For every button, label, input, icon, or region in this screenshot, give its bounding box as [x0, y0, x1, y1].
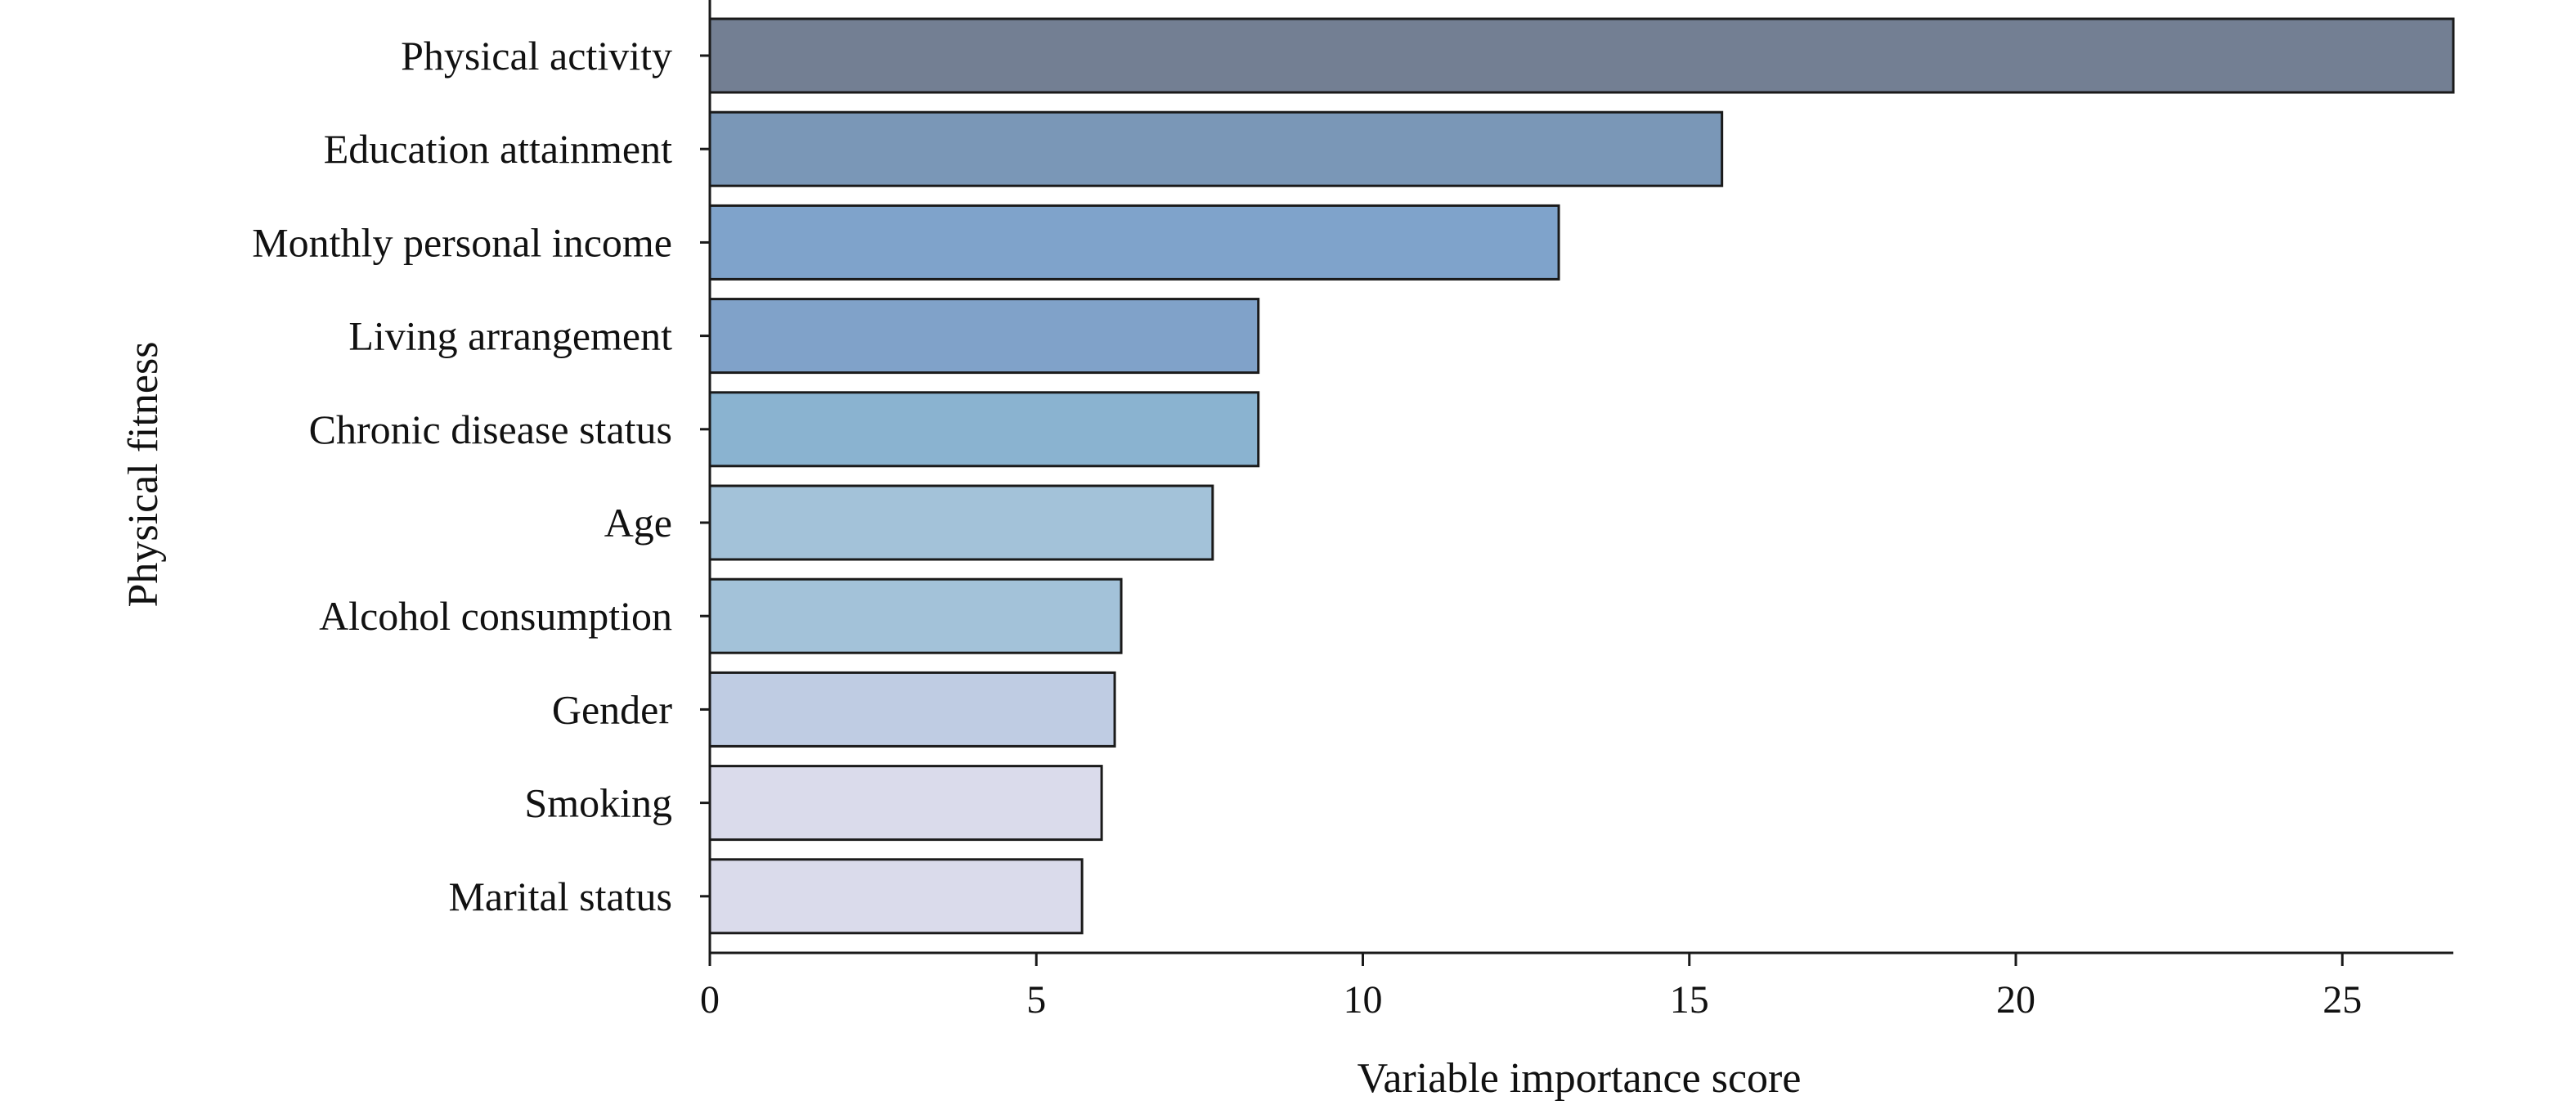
x-tick-label: 10 [1344, 978, 1383, 1022]
bar-education-attainment [708, 110, 1724, 187]
x-tick-label: 25 [2322, 978, 2362, 1022]
x-tick-label: 0 [700, 978, 720, 1022]
category-labels: Physical activity Education attainment Mon… [252, 33, 672, 919]
x-tick-label: 20 [1996, 978, 2035, 1022]
bars-layer [708, 17, 2455, 935]
x-tick-label: 15 [1670, 978, 1709, 1022]
category-ticks [700, 54, 710, 898]
bar-age [708, 484, 1214, 561]
bar-marital-status [708, 858, 1084, 935]
category-label: Age [604, 500, 672, 546]
bar-monthly-personal-income [708, 204, 1560, 281]
category-label: Monthly personal income [252, 219, 672, 265]
bar-chronic-disease-status [708, 391, 1260, 468]
category-label: Alcohol consumption [319, 593, 672, 639]
category-label: Living arrangement [348, 313, 672, 359]
bar-gender [708, 671, 1116, 748]
bar-smoking [708, 765, 1103, 842]
category-label: Marital status [448, 874, 672, 919]
category-label: Physical activity [401, 33, 672, 79]
category-label: Chronic disease status [309, 407, 672, 452]
bar-alcohol-consumption [708, 577, 1123, 654]
y-axis-title: Physical fitness [120, 342, 167, 608]
x-axis-title: Variable importance score [1358, 1055, 1802, 1102]
category-label: Smoking [524, 780, 672, 826]
bar-physical-activity [708, 17, 2455, 94]
x-tick-label: 5 [1026, 978, 1046, 1022]
category-label: Gender [552, 686, 672, 732]
x-axis-ticks: 0 5 10 15 20 25 [700, 953, 2362, 1022]
category-label: Education attainment [324, 126, 672, 172]
bar-living-arrangement [708, 298, 1260, 375]
